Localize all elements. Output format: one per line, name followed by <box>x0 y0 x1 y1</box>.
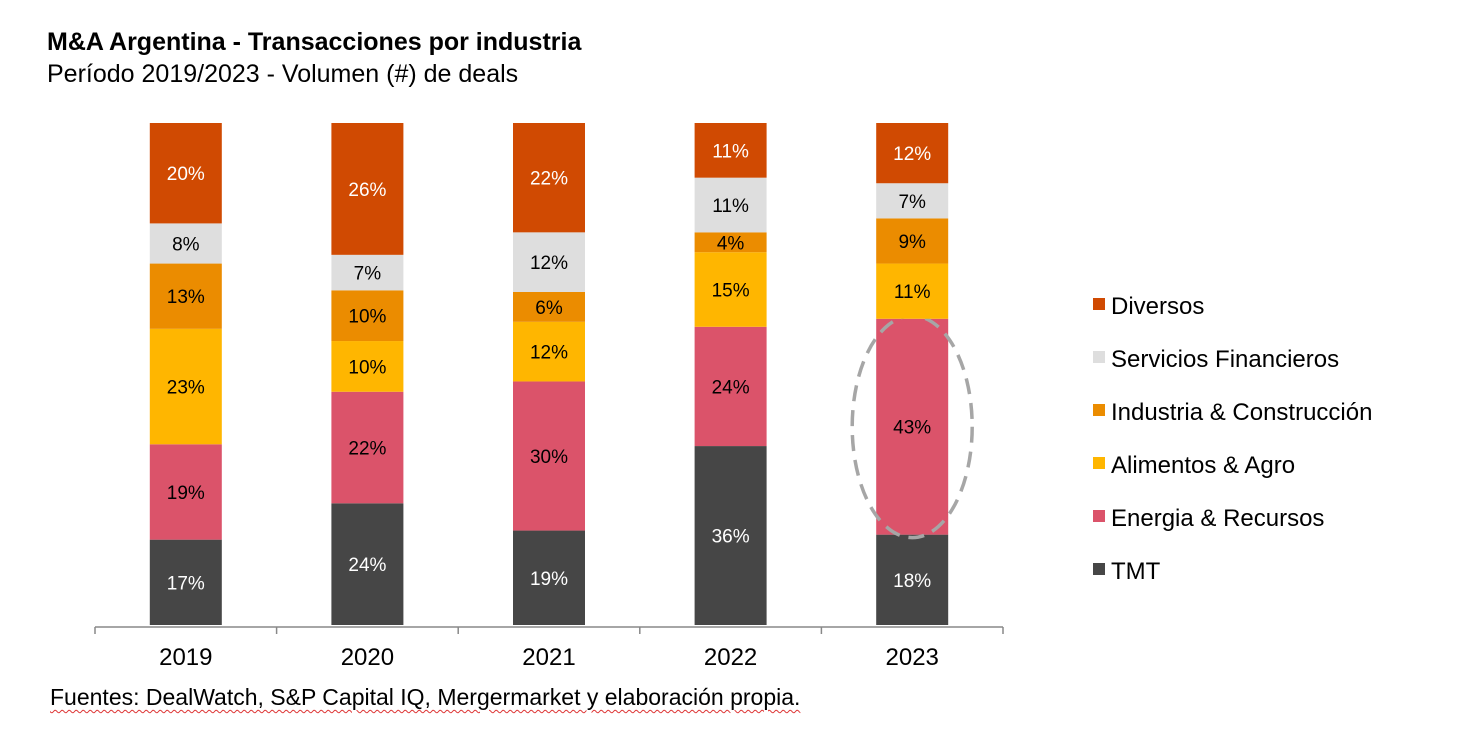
data-label: 11% <box>894 282 931 303</box>
x-tick-label: 2019 <box>159 644 212 671</box>
data-label: 11% <box>712 141 749 162</box>
x-tick-label: 2021 <box>522 644 575 671</box>
legend-swatch <box>1093 404 1105 416</box>
data-label: 8% <box>172 234 200 255</box>
data-label: 6% <box>535 298 563 319</box>
bar-segment <box>694 123 767 178</box>
bar-segment <box>149 328 222 445</box>
data-label: 13% <box>167 287 205 308</box>
data-label: 23% <box>167 378 205 399</box>
data-label: 9% <box>898 232 926 253</box>
legend-label: Alimentos & Agro <box>1111 452 1295 479</box>
data-label: 10% <box>348 357 386 378</box>
x-tick-label: 2020 <box>341 644 394 671</box>
bar-segment <box>694 326 767 447</box>
data-label: 19% <box>167 483 205 504</box>
data-label: 36% <box>712 527 750 548</box>
bar-segment <box>694 232 767 253</box>
x-tick-label: 2022 <box>704 644 757 671</box>
data-label: 19% <box>530 569 568 590</box>
legend-swatch <box>1093 351 1105 363</box>
chart-title: M&A Argentina - Transacciones por indust… <box>47 28 582 56</box>
legend-swatch <box>1093 510 1105 522</box>
data-label: 11% <box>712 196 749 217</box>
chart-subtitle: Período 2019/2023 - Volumen (#) de deals <box>47 60 519 88</box>
data-label: 22% <box>530 169 568 190</box>
bar-segment <box>331 254 404 291</box>
data-label: 7% <box>898 192 926 213</box>
data-label: 12% <box>530 253 568 274</box>
legend-swatch <box>1093 457 1105 469</box>
data-label: 17% <box>167 573 205 594</box>
bar-segment <box>149 444 222 540</box>
bar-segment <box>149 123 222 224</box>
legend-swatch <box>1093 563 1105 575</box>
bar-segment <box>694 252 767 327</box>
data-label: 24% <box>348 555 386 576</box>
bar-segment <box>331 503 404 625</box>
bar-segment <box>694 177 767 233</box>
data-label: 4% <box>717 233 745 254</box>
data-label: 43% <box>893 418 931 439</box>
data-label: 18% <box>893 571 931 592</box>
legend-label: Energia & Recursos <box>1111 505 1324 532</box>
bar-segment <box>513 123 585 233</box>
bar-segment <box>331 341 404 392</box>
bar-segment <box>331 290 404 342</box>
bar-segment <box>876 534 949 625</box>
data-label: 12% <box>893 144 931 165</box>
data-label: 7% <box>354 264 382 285</box>
legend-label: Industria & Construcción <box>1111 399 1372 426</box>
data-label: 24% <box>712 377 750 398</box>
bar-segment <box>876 183 949 219</box>
legend-label: Diversos <box>1111 293 1204 320</box>
bar-segment <box>513 321 585 382</box>
data-label: 10% <box>348 307 386 328</box>
bar-segment <box>513 530 585 625</box>
bar-segment <box>513 381 585 531</box>
bar-segment <box>876 263 949 319</box>
bar-segment <box>513 291 585 322</box>
bar-segment <box>694 446 767 625</box>
x-tick-label: 2023 <box>886 644 939 671</box>
data-label: 26% <box>348 180 386 201</box>
data-label: 20% <box>167 164 205 185</box>
legend-swatch <box>1093 298 1105 310</box>
bar-segment <box>876 123 949 184</box>
bar-segment <box>331 391 404 504</box>
bar-segment <box>149 223 222 264</box>
bar-segment <box>149 263 222 329</box>
bar-segment <box>513 232 585 292</box>
data-label: 15% <box>712 281 750 302</box>
bar-segment <box>876 318 949 535</box>
bar-segment <box>331 123 404 255</box>
data-label: 30% <box>530 447 568 468</box>
data-label: 12% <box>530 343 568 364</box>
bar-segment <box>876 218 949 264</box>
data-label: 22% <box>348 439 386 460</box>
source-footnote: Fuentes: DealWatch, S&P Capital IQ, Merg… <box>50 684 801 710</box>
bar-segment <box>149 539 222 625</box>
legend-label: TMT <box>1111 558 1161 585</box>
legend-label: Servicios Financieros <box>1111 346 1339 373</box>
